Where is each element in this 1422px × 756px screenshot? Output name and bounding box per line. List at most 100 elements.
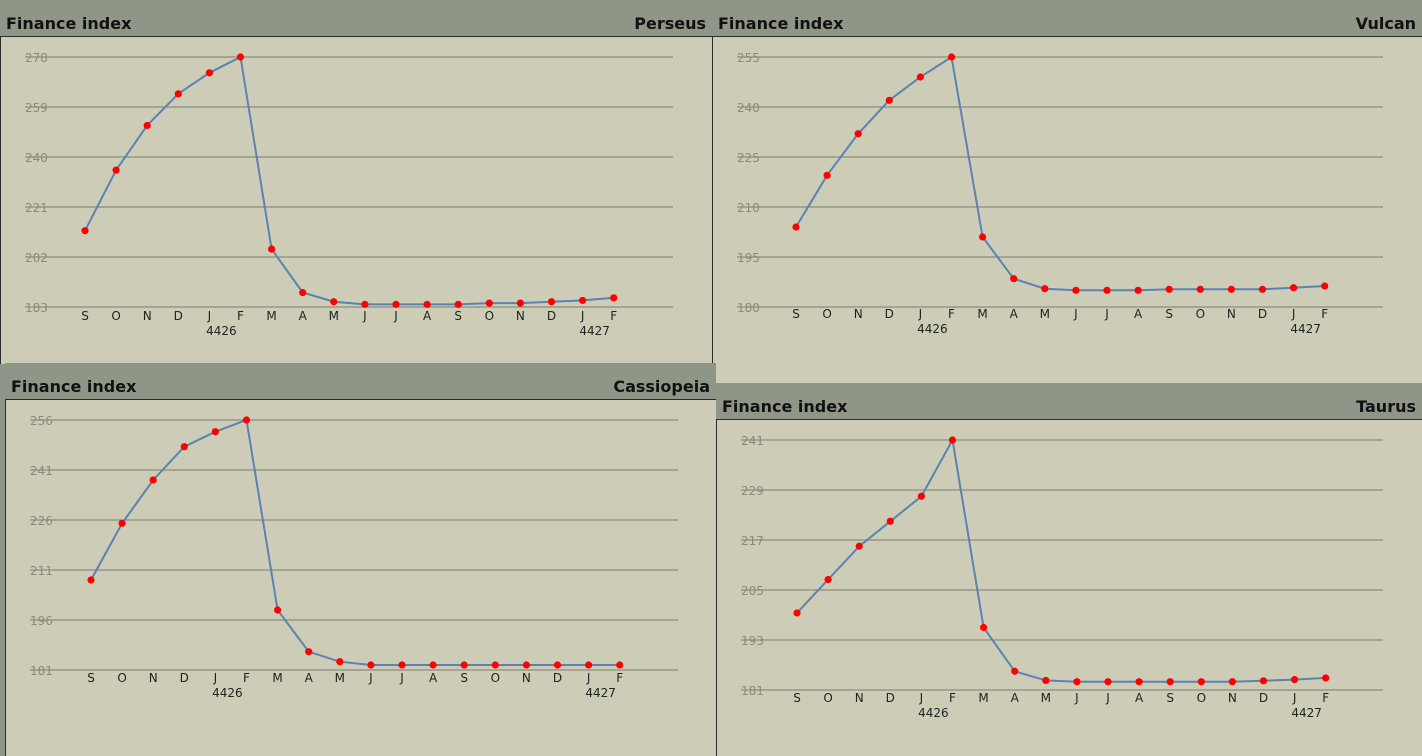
y-tick-label: 278 bbox=[25, 51, 48, 65]
x-tick-label: J bbox=[580, 309, 585, 323]
data-point bbox=[118, 519, 126, 527]
data-point bbox=[1259, 677, 1268, 685]
data-point bbox=[1258, 285, 1267, 293]
data-point bbox=[886, 517, 894, 525]
x-tick-label: N bbox=[855, 691, 864, 705]
y-tick-label: 241 bbox=[30, 464, 53, 478]
y-tick-label: 180 bbox=[737, 301, 760, 315]
data-point bbox=[855, 542, 863, 550]
panel-header: Finance index Vulcan bbox=[712, 0, 1422, 36]
data-point bbox=[553, 661, 562, 669]
x-tick-label: M bbox=[335, 671, 345, 685]
x-tick-label: M bbox=[1040, 307, 1050, 321]
x-tick-label: S bbox=[792, 307, 800, 321]
x-tick-label: D bbox=[180, 671, 189, 685]
data-point bbox=[112, 166, 120, 174]
data-point bbox=[793, 609, 801, 617]
data-point bbox=[1103, 286, 1111, 294]
x-tick-label: D bbox=[1259, 691, 1268, 705]
x-tick-label: N bbox=[516, 309, 525, 323]
data-point bbox=[174, 90, 182, 98]
x-tick-label: J bbox=[213, 671, 218, 685]
x-tick-label: O bbox=[485, 309, 494, 323]
panel-header: Finance index Cassiopeia bbox=[5, 363, 716, 399]
data-point bbox=[1196, 285, 1204, 293]
x-tick-label: O bbox=[822, 307, 831, 321]
data-point bbox=[460, 661, 468, 669]
x-tick-label: D bbox=[886, 691, 895, 705]
y-tick-label: 240 bbox=[25, 151, 48, 165]
y-tick-label: 205 bbox=[741, 584, 764, 598]
data-point bbox=[330, 298, 338, 306]
y-tick-label: 255 bbox=[737, 51, 760, 65]
data-point bbox=[392, 300, 400, 308]
x-tick-label: S bbox=[460, 671, 468, 685]
x-tick-label: J bbox=[1104, 307, 1109, 321]
data-point bbox=[1073, 678, 1081, 686]
plot-area: 183 202 221 240 259 278 S O N D J F M A M J J A S O N D J F 4426… bbox=[0, 36, 712, 364]
data-point bbox=[361, 300, 369, 308]
data-point bbox=[610, 294, 618, 302]
x-tick-label: S bbox=[454, 309, 462, 323]
chart-panel-cassiopeia: Finance index Cassiopeia 181 196 211 226 241… bbox=[5, 363, 716, 756]
chart-title: Finance index bbox=[11, 377, 137, 396]
x-tick-label: A bbox=[1134, 307, 1143, 321]
year-label: 4426 bbox=[917, 322, 948, 336]
data-point bbox=[1011, 667, 1019, 675]
data-point bbox=[917, 492, 925, 500]
x-tick-label: J bbox=[399, 671, 404, 685]
chart-panel-vulcan: Finance index Vulcan 180 195 210 225 240 255 S… bbox=[712, 0, 1422, 394]
x-tick-label: O bbox=[491, 671, 500, 685]
series-line bbox=[795, 55, 1325, 292]
data-point bbox=[1228, 678, 1236, 686]
data-point bbox=[1227, 285, 1235, 293]
data-point bbox=[1010, 275, 1018, 283]
y-tick-label: 183 bbox=[25, 301, 48, 315]
x-tick-label: N bbox=[143, 309, 152, 323]
x-tick-label: M bbox=[266, 309, 276, 323]
data-point bbox=[792, 223, 800, 231]
data-point bbox=[1072, 286, 1080, 294]
x-tick-label: A bbox=[429, 671, 438, 685]
data-point bbox=[1135, 678, 1143, 686]
data-point bbox=[423, 300, 431, 308]
x-tick-label: M bbox=[978, 691, 988, 705]
x-tick-label: S bbox=[81, 309, 89, 323]
data-point bbox=[485, 299, 493, 307]
data-point bbox=[823, 171, 831, 179]
chart-title: Finance index bbox=[718, 14, 844, 33]
y-tick-label: 226 bbox=[30, 514, 53, 528]
data-point bbox=[1042, 676, 1050, 685]
y-tick-label: 240 bbox=[737, 101, 760, 115]
x-tick-label: J bbox=[919, 691, 924, 705]
x-tick-label: O bbox=[823, 691, 832, 705]
x-tick-label: O bbox=[1197, 691, 1206, 705]
y-tick-label: 210 bbox=[737, 201, 760, 215]
data-point bbox=[616, 661, 624, 669]
y-tick-label: 256 bbox=[30, 414, 53, 428]
x-tick-label: N bbox=[149, 671, 158, 685]
year-label: 4427 bbox=[585, 686, 616, 700]
x-tick-label: F bbox=[1322, 691, 1329, 705]
series-line bbox=[90, 418, 620, 666]
x-tick-label: S bbox=[1165, 307, 1173, 321]
data-point bbox=[268, 245, 276, 253]
x-tick-label: F bbox=[948, 307, 955, 321]
x-tick-label: D bbox=[174, 309, 183, 323]
x-tick-label: N bbox=[854, 307, 863, 321]
data-point bbox=[274, 606, 282, 614]
x-tick-label: F bbox=[949, 691, 956, 705]
data-point bbox=[242, 416, 251, 424]
x-tick-label: N bbox=[1227, 307, 1236, 321]
chart-title: Finance index bbox=[722, 397, 848, 416]
plot-area: 181 196 211 226 241 256 S O N D J F M A M J J A S O N D J F 4426… bbox=[5, 399, 716, 756]
year-label: 4426 bbox=[918, 706, 949, 720]
x-tick-label: J bbox=[918, 307, 923, 321]
data-point bbox=[1104, 678, 1112, 686]
data-point bbox=[87, 576, 95, 584]
data-point bbox=[516, 299, 525, 307]
y-tick-label: 217 bbox=[741, 534, 764, 548]
